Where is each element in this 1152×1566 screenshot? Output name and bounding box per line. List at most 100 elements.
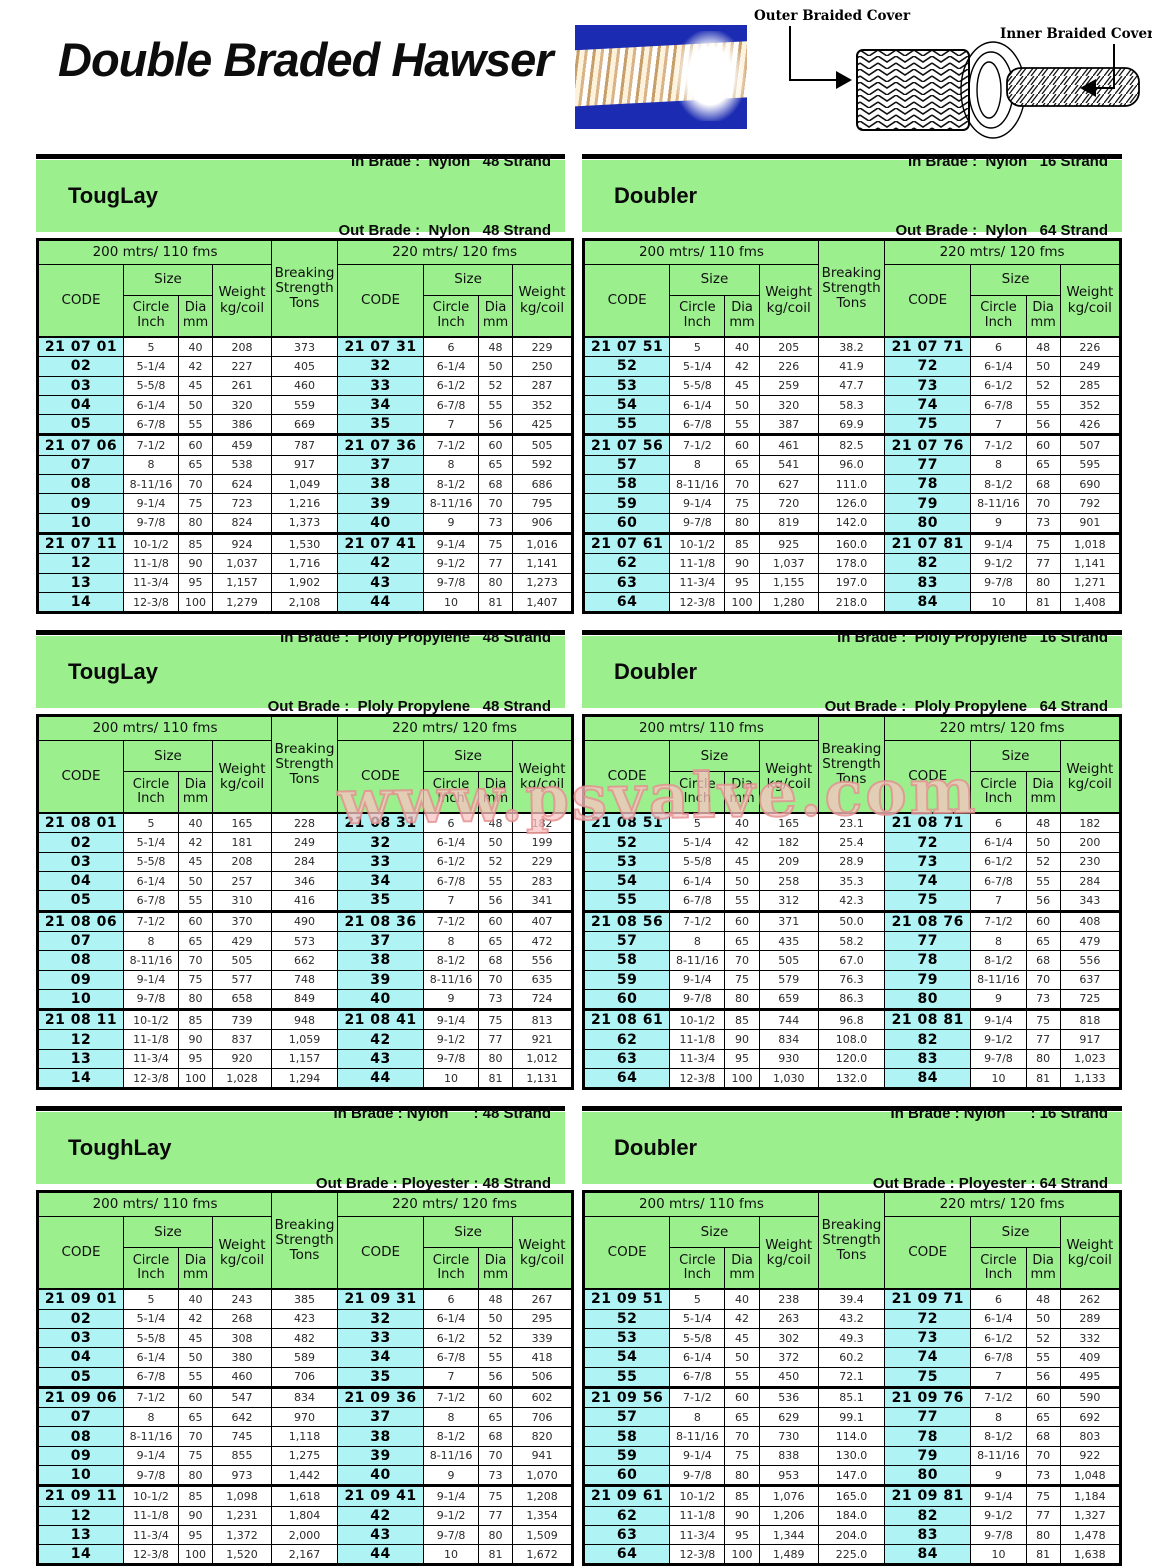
table-row: 21 07 61 10-1/2 85 925 160.0 21 07 81 9-1/4 75 1… (582, 531, 1122, 555)
circle-inch-cell: 8-11/16 (970, 969, 1027, 990)
circle-inch-cell: 6-1/4 (970, 356, 1027, 377)
spec-table: 200 mtrs/ 110 fms Breaking Strength Tons 2… (582, 1190, 1122, 1566)
circle-inch-cell: 9 (423, 1464, 480, 1487)
breaking-strength-cell: 96.8 (817, 1008, 886, 1031)
table-body: 21 09 01 5 40 243 385 21 09 31 6 48 267 02 5-1/4 42… (37, 1288, 574, 1566)
dia-mm-cell: 70 (478, 1445, 514, 1466)
header-left-span: 200 mtrs/ 110 fms (583, 239, 819, 265)
code-cell: 21 09 36 (337, 1385, 425, 1409)
dia-mm-cell: 70 (178, 474, 213, 495)
weight-cell: 1,048 (1059, 1464, 1122, 1487)
code-cell: 08 (37, 1426, 124, 1447)
weight-cell: 429 (211, 930, 273, 952)
dia-mm-cell: 68 (478, 474, 514, 495)
table-body: 21 09 51 5 40 238 39.4 21 09 71 6 48 262 52 5-1/4 4… (582, 1288, 1122, 1566)
breaking-strength-cell: 2,108 (271, 591, 339, 614)
code-cell: 44 (337, 1544, 425, 1566)
code-cell: 21 09 81 (884, 1484, 972, 1507)
code-cell: 38 (337, 474, 425, 495)
header-size: Size (123, 264, 213, 296)
circle-inch-cell: 9-7/8 (423, 1524, 480, 1546)
breaking-strength-cell: 225.0 (817, 1544, 886, 1566)
dia-mm-cell: 95 (724, 1048, 760, 1070)
code-cell: 77 (884, 454, 972, 476)
table-title: ToughLay (68, 1135, 172, 1161)
code-cell: 12 (37, 1029, 124, 1050)
code-cell: 10 (37, 512, 124, 534)
code-cell: 80 (884, 988, 972, 1011)
weight-cell: 226 (758, 356, 819, 377)
weight-cell: 238 (758, 1288, 819, 1310)
circle-inch-cell: 7-1/2 (123, 433, 179, 456)
weight-cell: 208 (211, 336, 273, 358)
header-left-span: 200 mtrs/ 110 fms (583, 1191, 819, 1218)
dia-mm-cell: 85 (178, 1008, 213, 1031)
code-cell: 54 (582, 871, 671, 892)
breaking-strength-cell: 85.1 (817, 1385, 886, 1409)
circle-inch-cell: 7 (423, 1366, 480, 1388)
circle-inch-cell: 9-1/4 (423, 1484, 480, 1507)
dia-mm-cell: 55 (478, 871, 514, 892)
code-cell: 21 07 01 (37, 336, 124, 358)
dia-mm-cell: 56 (1025, 414, 1061, 436)
breaking-strength-cell: 99.1 (817, 1407, 886, 1428)
weight-cell: 459 (211, 433, 273, 456)
circle-inch-cell: 8-11/16 (123, 1426, 179, 1447)
circle-inch-cell: 6-7/8 (123, 414, 179, 436)
code-cell: 40 (337, 512, 425, 534)
table-row: 02 5-1/4 42 227 405 32 6-1/4 50 250 (37, 356, 574, 377)
weight-cell: 725 (1059, 988, 1122, 1011)
code-cell: 21 08 01 (37, 812, 124, 834)
dia-mm-cell: 65 (178, 454, 213, 476)
code-cell: 02 (37, 356, 124, 377)
weight-cell: 450 (758, 1366, 819, 1388)
circle-inch-cell: 5-1/4 (123, 832, 179, 853)
table-row: 21 07 11 10-1/2 85 924 1,530 21 07 41 9-1/4 75 1… (37, 531, 574, 555)
code-cell: 03 (37, 1327, 124, 1349)
dia-mm-cell: 45 (178, 851, 213, 873)
code-cell: 07 (37, 1407, 124, 1428)
dia-mm-cell: 73 (478, 1464, 514, 1487)
dia-mm-cell: 68 (478, 950, 514, 971)
circle-inch-cell: 6-7/8 (669, 414, 726, 436)
dia-mm-cell: 48 (1025, 336, 1061, 358)
code-cell: 59 (582, 1445, 671, 1466)
spec-lines: In Brade : Nylon : 16 Strand Out Brade :… (873, 1055, 1108, 1241)
code-cell: 84 (884, 1544, 972, 1566)
header-weight: Weight kg/coil (512, 264, 574, 338)
title-band: Doubler In Brade : Nylon : 16 Strand Out… (582, 1105, 1122, 1192)
header-size: Size (669, 1216, 760, 1249)
dia-mm-cell: 40 (724, 1288, 760, 1310)
code-cell: 21 09 51 (582, 1288, 671, 1310)
code-cell: 62 (582, 1029, 671, 1050)
code-cell: 21 07 56 (582, 433, 671, 456)
dia-mm-cell: 40 (724, 336, 760, 358)
dia-mm-cell: 75 (178, 1445, 213, 1466)
weight-cell: 1,018 (1059, 531, 1122, 555)
weight-cell: 824 (211, 512, 273, 534)
in-brade-line: In Brade : Nylon : 16 Strand (890, 1104, 1108, 1122)
table-row: 13 11-3/4 95 1,157 1,902 43 9-7/8 80 1,273 (37, 572, 574, 593)
weight-cell: 261 (211, 375, 273, 396)
table-row: 60 9-7/8 80 659 86.3 80 9 73 725 (582, 988, 1122, 1011)
header-breaking-strength: Breaking Strength Tons (817, 715, 886, 814)
code-cell: 21 07 51 (582, 336, 671, 358)
breaking-strength-cell: 1,530 (271, 531, 339, 555)
dia-mm-cell: 45 (178, 1327, 213, 1349)
code-cell: 21 07 11 (37, 531, 124, 555)
circle-inch-cell: 11-3/4 (123, 572, 179, 593)
breaking-strength-cell: 1,157 (271, 1048, 339, 1070)
table-block-touglay-pp: TougLay In Brade : Ploly Propylene 48 St… (36, 629, 575, 1091)
code-cell: 64 (582, 591, 671, 614)
code-cell: 33 (337, 375, 425, 396)
table-row: 63 11-3/4 95 1,155 197.0 83 9-7/8 80 1,271 (582, 572, 1122, 593)
weight-cell: 1,638 (1059, 1544, 1122, 1566)
code-cell: 34 (337, 1347, 425, 1368)
weight-cell: 320 (758, 394, 819, 416)
code-cell: 60 (582, 1464, 671, 1487)
dia-mm-cell: 55 (1025, 394, 1061, 416)
code-cell: 63 (582, 1048, 671, 1070)
header-code: CODE (884, 740, 972, 814)
dia-mm-cell: 70 (724, 950, 760, 971)
circle-inch-cell: 6-7/8 (423, 871, 480, 892)
